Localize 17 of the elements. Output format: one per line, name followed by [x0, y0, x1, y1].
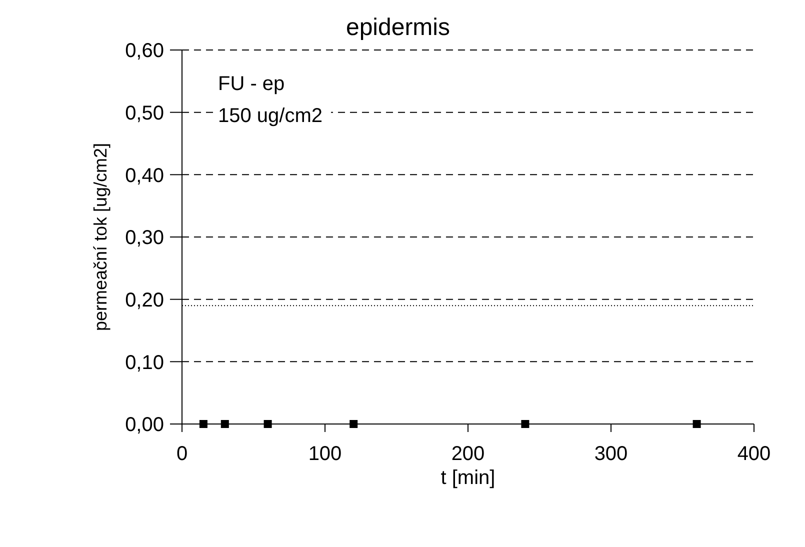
x-tick-label: 0 [176, 443, 188, 466]
annotation: 150 ug/cm2 [218, 104, 323, 129]
y-tick-label: 0,10 [125, 352, 164, 374]
y-tick-label: 0,20 [125, 289, 164, 312]
x-tick-label: 300 [594, 443, 628, 466]
y-tick-label: 0,50 [125, 102, 164, 124]
chart-title: epidermis [344, 14, 452, 42]
y-tick-label: 0,60 [125, 40, 164, 62]
y-tick-label: 0,30 [125, 227, 164, 250]
y-tick-label: 0,00 [125, 414, 164, 436]
y-tick-label: 0,40 [125, 164, 164, 187]
x-tick-label: 200 [451, 443, 485, 466]
y-axis-title: permeační tok [ug/cm2] [90, 142, 110, 332]
annotation: FU - ep [218, 72, 286, 97]
x-tick-label: 100 [308, 443, 342, 466]
x-axis-title: t [min] [440, 467, 496, 489]
x-tick-label: 400 [737, 443, 771, 466]
